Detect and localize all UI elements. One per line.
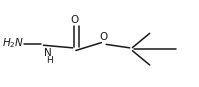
Text: H: H bbox=[46, 56, 53, 65]
Text: O: O bbox=[70, 15, 78, 25]
Text: $H_2N$: $H_2N$ bbox=[2, 37, 24, 50]
Text: N: N bbox=[44, 48, 52, 58]
Text: O: O bbox=[100, 32, 108, 42]
